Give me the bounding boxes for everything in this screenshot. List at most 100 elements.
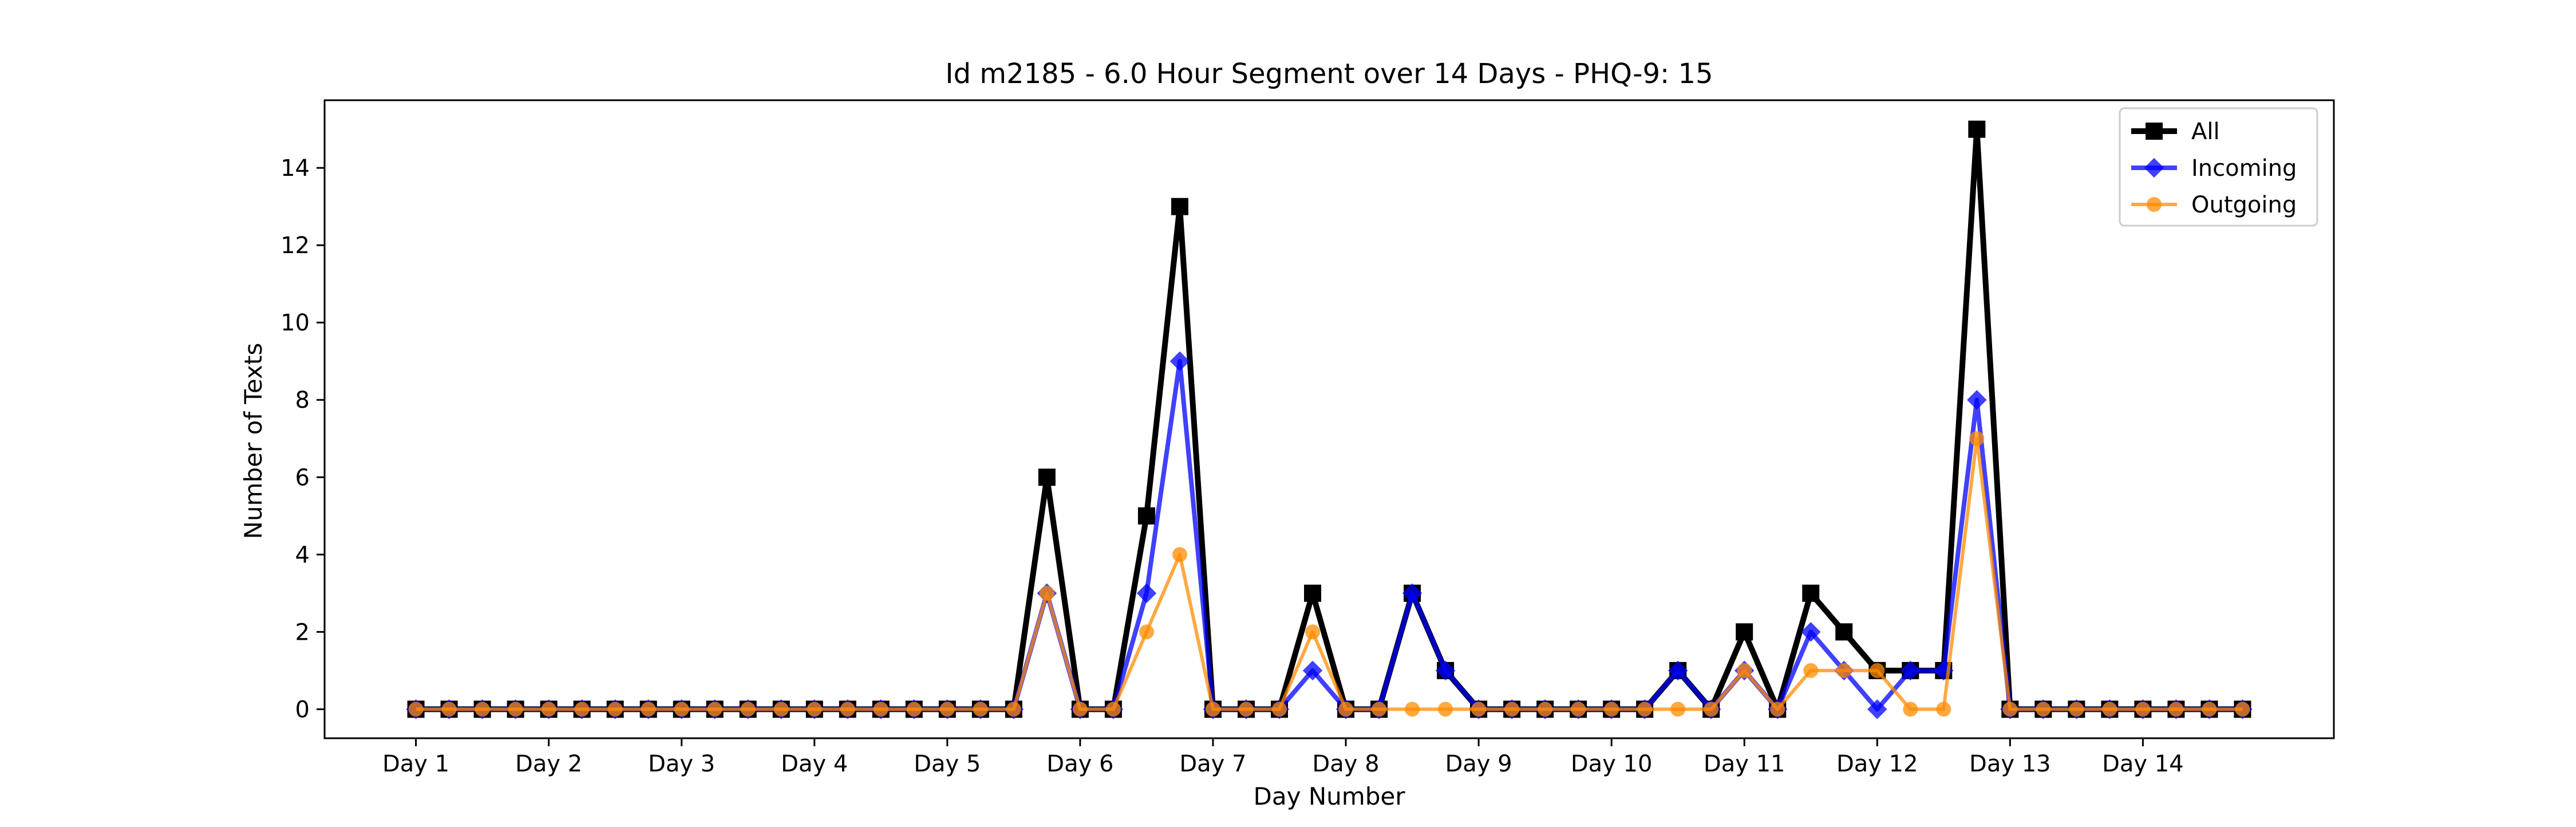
legend-marker (2147, 197, 2162, 212)
data-point (840, 702, 855, 717)
data-point (973, 702, 988, 717)
data-point (1803, 663, 1819, 678)
y-tick-label: 12 (280, 233, 310, 259)
data-point (2135, 702, 2151, 717)
data-point (1800, 622, 1821, 642)
data-point (939, 702, 955, 717)
series-line (416, 126, 2243, 712)
legend-label: All (2191, 119, 2220, 145)
data-point (1238, 702, 1254, 717)
data-point (408, 702, 424, 717)
data-point (1802, 584, 1820, 602)
data-point (574, 702, 590, 717)
x-tick-label: Day 8 (1312, 751, 1379, 777)
data-point (1737, 663, 1752, 678)
data-point (674, 702, 689, 717)
data-point (475, 702, 490, 717)
data-point (773, 702, 789, 717)
data-point (1205, 702, 1220, 717)
data-point (441, 702, 457, 717)
legend-marker (2144, 157, 2164, 178)
x-tick-label: Day 2 (515, 751, 582, 777)
data-point (1770, 702, 1785, 717)
data-point (1504, 702, 1520, 717)
data-point (1170, 351, 1190, 371)
data-point (1006, 702, 1021, 717)
chart-title: Id m2185 - 6.0 Hour Segment over 14 Days… (945, 58, 1713, 90)
x-tick-label: Day 9 (1445, 751, 1512, 777)
data-point (1471, 702, 1487, 717)
data-point (1903, 702, 1918, 717)
legend-entry: Incoming (2131, 155, 2297, 182)
data-point (707, 702, 722, 717)
data-point (1303, 584, 1321, 602)
data-point (1835, 623, 1853, 641)
data-point (1637, 702, 1653, 717)
data-point (1704, 702, 1719, 717)
data-point (807, 702, 822, 717)
x-tick-label: Day 3 (648, 751, 715, 777)
legend: All Incoming Outgoing (2119, 107, 2318, 227)
data-point (1105, 702, 1121, 717)
data-point (2069, 702, 2084, 717)
y-tick-label: 0 (295, 696, 310, 723)
data-point (1402, 583, 1423, 604)
data-point (2102, 702, 2117, 717)
data-point (1271, 702, 1287, 717)
data-point (1405, 702, 1420, 717)
axes: Day 1 Day 2 Day 3 Day 4 Day 5 Day 6 Day 7 Day 8… (280, 99, 2335, 777)
data-point (1967, 389, 1987, 410)
x-tick-label: Day 13 (1969, 751, 2051, 777)
series-outgoing (408, 431, 2250, 717)
data-point (2002, 702, 2018, 717)
data-point (1139, 624, 1154, 640)
x-tick-label: Day 6 (1046, 751, 1113, 777)
x-tick-label: Day 10 (1571, 751, 1653, 777)
legend-entry: Outgoing (2131, 192, 2297, 218)
x-axis-label: Day Number (1253, 782, 1405, 810)
legend-label: Outgoing (2191, 192, 2297, 218)
data-point (1936, 702, 1951, 717)
x-tick-label: Day 14 (2102, 751, 2184, 777)
data-point (1039, 585, 1054, 601)
legend-box (2119, 107, 2318, 227)
data-point (1438, 702, 1453, 717)
data-point (1302, 660, 1323, 681)
x-tick-label: Day 7 (1179, 751, 1246, 777)
y-tick-label: 6 (295, 464, 310, 491)
data-point (1172, 547, 1187, 562)
y-tick-label: 8 (295, 387, 310, 414)
plot-frame (323, 99, 2335, 739)
data-point (607, 702, 623, 717)
data-point (740, 702, 756, 717)
y-tick-label: 14 (280, 155, 310, 182)
series-incoming (406, 351, 2253, 719)
data-point (1435, 660, 1456, 681)
x-tick-label: Day 1 (382, 751, 449, 777)
data-point (1736, 623, 1753, 641)
data-point (2202, 702, 2217, 717)
data-point (1136, 583, 1157, 604)
data-point (641, 702, 656, 717)
data-point (1870, 663, 1885, 678)
legend-marker (2146, 123, 2163, 140)
data-point (1836, 663, 1852, 678)
data-point (1571, 702, 1586, 717)
data-point (873, 702, 888, 717)
y-tick-label: 2 (295, 619, 310, 645)
data-point (1668, 660, 1688, 681)
data-point (1867, 699, 1887, 719)
data-point (1604, 702, 1619, 717)
y-axis-label: Number of Texts (239, 343, 267, 539)
legend-label: Incoming (2191, 155, 2297, 182)
legend-entry: All (2131, 119, 2220, 145)
data-point (541, 702, 556, 717)
data-point (1038, 468, 1056, 486)
data-point (2036, 702, 2051, 717)
x-tick-label: Day 5 (914, 751, 981, 777)
y-tick-label: 4 (295, 542, 310, 568)
data-point (2168, 702, 2184, 717)
data-point (1969, 431, 1985, 446)
y-tick-label: 10 (280, 310, 310, 336)
